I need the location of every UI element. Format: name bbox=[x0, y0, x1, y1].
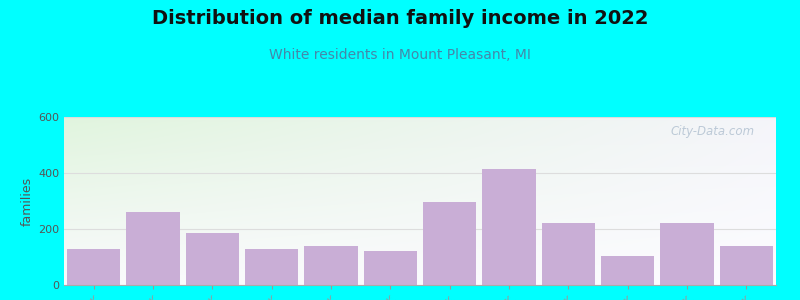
Bar bbox=[601, 256, 654, 285]
Y-axis label: families: families bbox=[21, 176, 34, 226]
Bar bbox=[186, 233, 239, 285]
Bar bbox=[304, 246, 358, 285]
Bar bbox=[423, 202, 476, 285]
Bar bbox=[720, 246, 773, 285]
Bar bbox=[126, 212, 180, 285]
Bar bbox=[542, 224, 595, 285]
Text: White residents in Mount Pleasant, MI: White residents in Mount Pleasant, MI bbox=[269, 48, 531, 62]
Bar bbox=[67, 249, 120, 285]
Bar bbox=[245, 249, 298, 285]
Text: Distribution of median family income in 2022: Distribution of median family income in … bbox=[152, 9, 648, 28]
Text: City-Data.com: City-Data.com bbox=[670, 125, 754, 138]
Bar bbox=[660, 224, 714, 285]
Bar bbox=[364, 251, 417, 285]
Bar bbox=[482, 169, 536, 285]
